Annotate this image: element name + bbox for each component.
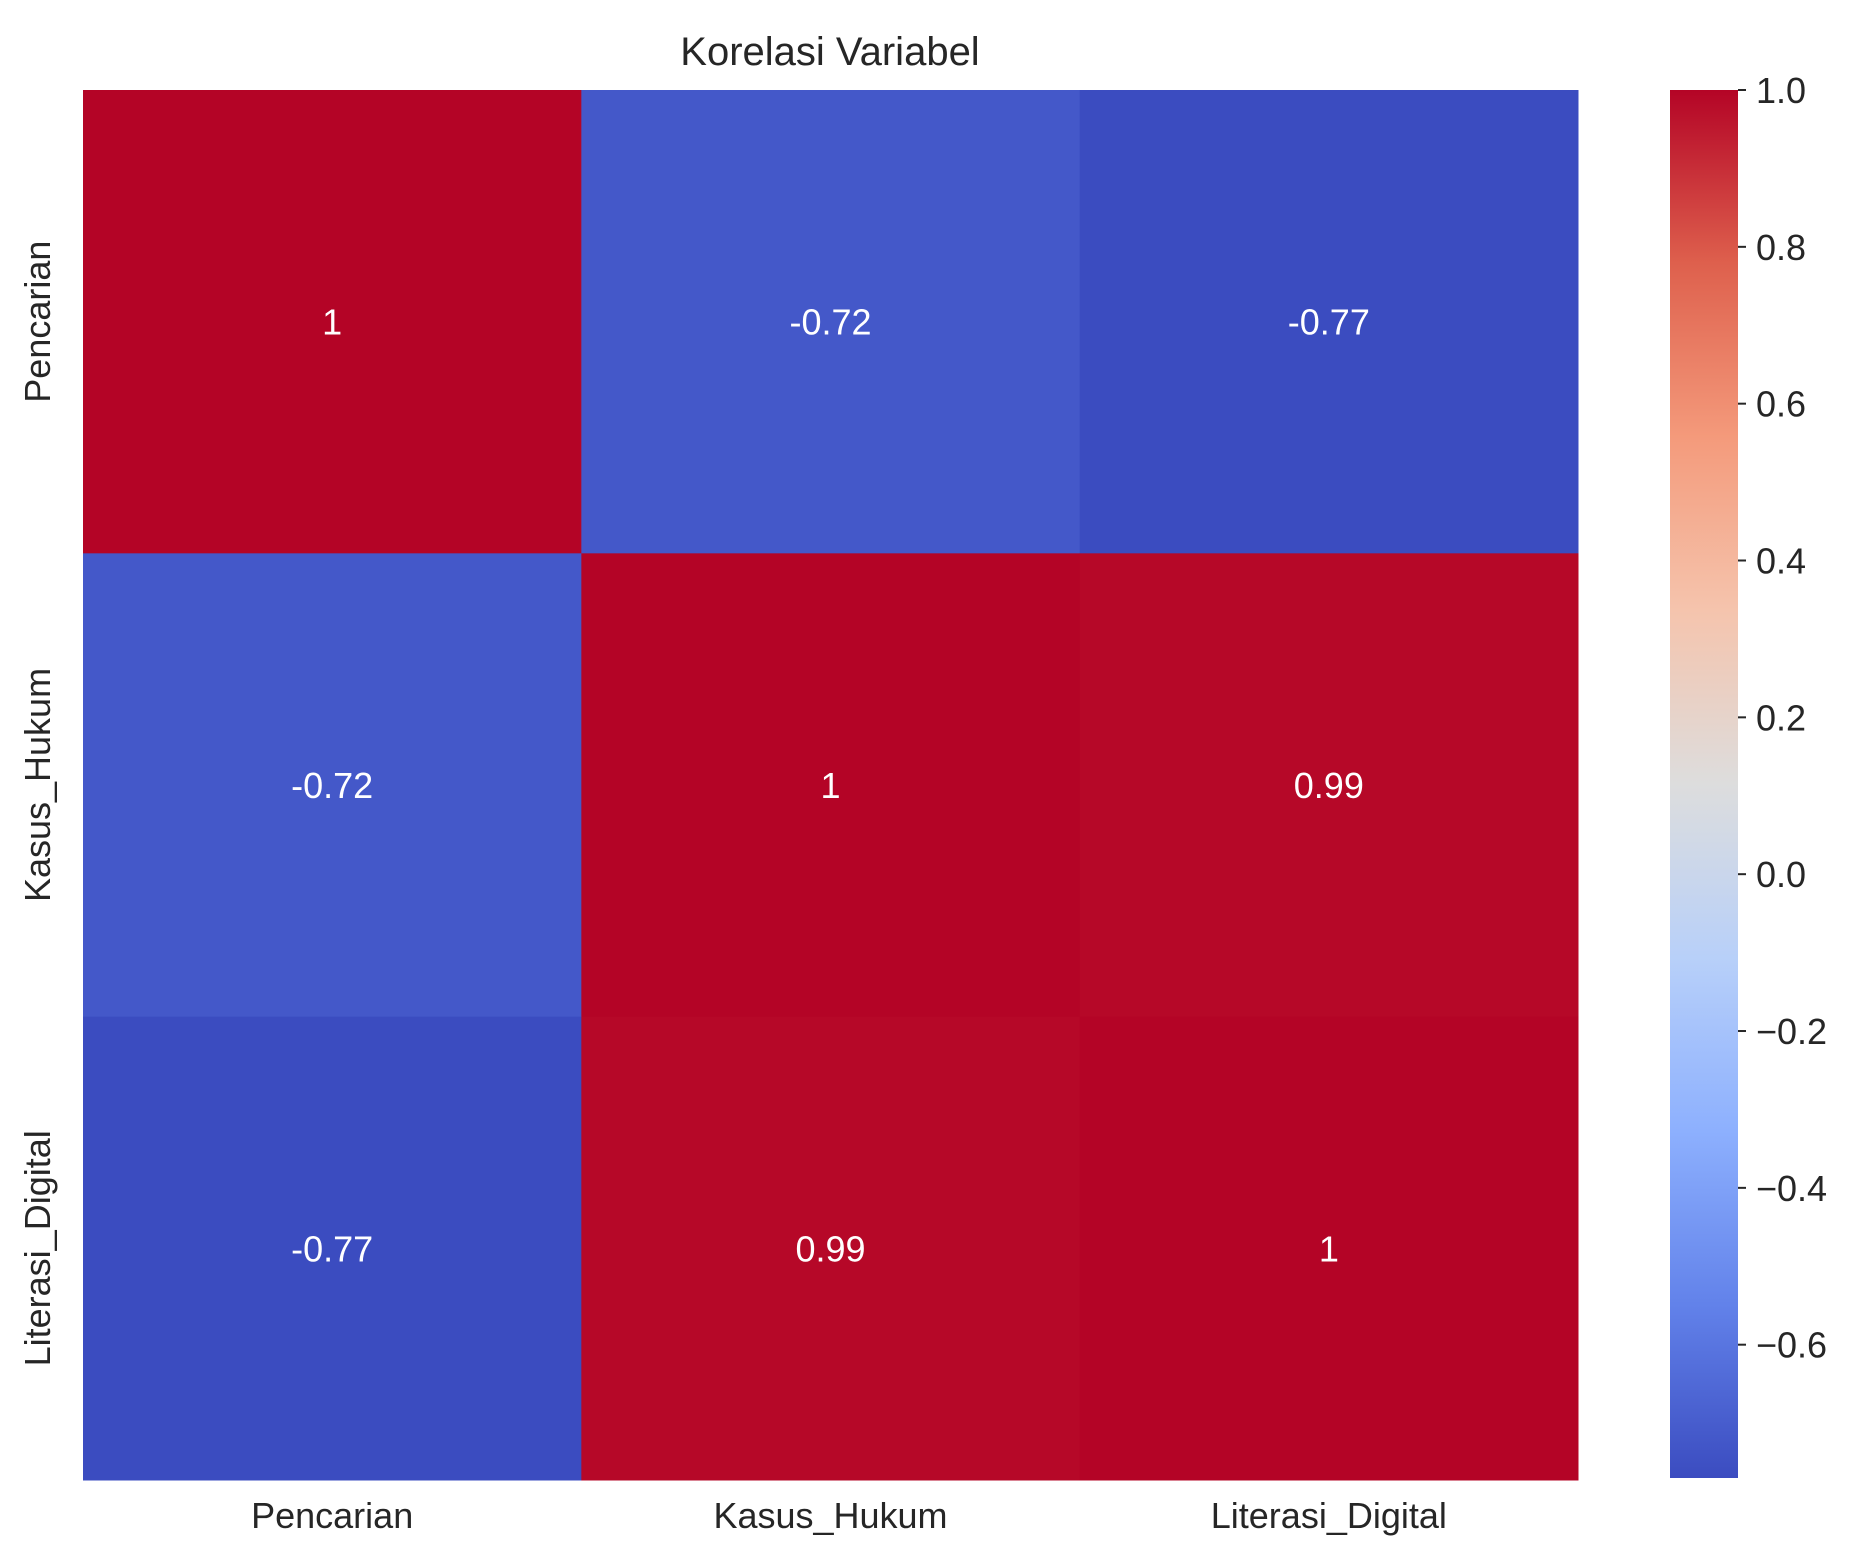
heatmap-cells — [83, 90, 1579, 1481]
cell-annotation-0-1: -0.72 — [789, 302, 871, 343]
colorbar-tick-label: −0.6 — [1756, 1325, 1827, 1366]
x-tick-label: Literasi_Digital — [1211, 1495, 1447, 1536]
colorbar-tick-label: 0.2 — [1756, 697, 1806, 738]
colorbar-tick-label: 1.0 — [1756, 70, 1806, 111]
y-axis-tick-labels: Pencarian Kasus_Hukum Literasi_Digital — [17, 241, 58, 1367]
heatmap-cell-0-0 — [83, 90, 582, 554]
x-tick-label: Kasus_Hukum — [713, 1495, 947, 1536]
colorbar-tick-label: −0.2 — [1756, 1011, 1827, 1052]
heatmap-cell-2-1 — [581, 1016, 1081, 1481]
heatmap-cell-1-2 — [1079, 553, 1579, 1018]
y-tick-label: Pencarian — [17, 241, 58, 403]
colorbar-tick-label: 0.4 — [1756, 541, 1806, 582]
heatmap-cell-1-0 — [83, 553, 582, 1018]
cell-annotation-1-2: 0.99 — [1294, 765, 1364, 806]
heatmap-cell-0-2 — [1079, 90, 1579, 554]
colorbar-tick-label: 0.8 — [1756, 227, 1806, 268]
x-tick-label: Pencarian — [251, 1495, 413, 1536]
colorbar-tick-label: 0.6 — [1756, 384, 1806, 425]
cell-annotation-2-2: 1 — [1319, 1228, 1339, 1269]
cell-annotation-1-1: 1 — [820, 765, 840, 806]
heatmap-cell-2-0 — [83, 1016, 582, 1481]
cell-annotation-2-0: -0.77 — [291, 1228, 373, 1269]
cell-annotation-2-1: 0.99 — [795, 1228, 865, 1269]
cell-annotation-1-0: -0.72 — [291, 765, 373, 806]
heatmap-cell-0-1 — [581, 90, 1081, 554]
x-axis-tick-labels: Pencarian Kasus_Hukum Literasi_Digital — [251, 1495, 1447, 1536]
colorbar-tick-label: 0.0 — [1756, 854, 1806, 895]
y-tick-label: Literasi_Digital — [17, 1130, 58, 1366]
heatmap-cell-1-1 — [581, 553, 1081, 1018]
colorbar: 1.0 0.8 0.6 0.4 0.2 0.0 −0.2 −0.4 −0.6 — [1670, 70, 1827, 1478]
y-tick-label: Kasus_Hukum — [17, 668, 58, 902]
chart-title: Korelasi Variabel — [680, 30, 979, 74]
cell-annotation-0-0: 1 — [322, 302, 342, 343]
colorbar-gradient — [1670, 90, 1738, 1478]
heatmap-cell-2-2 — [1079, 1016, 1579, 1481]
cell-annotation-0-2: -0.77 — [1288, 302, 1370, 343]
colorbar-tick-label: −0.4 — [1756, 1168, 1827, 1209]
colorbar-tick-labels: 1.0 0.8 0.6 0.4 0.2 0.0 −0.2 −0.4 −0.6 — [1738, 70, 1827, 1366]
cell-annotations: 1 -0.72 -0.77 -0.72 1 0.99 -0.77 0.99 1 — [291, 302, 1370, 1270]
